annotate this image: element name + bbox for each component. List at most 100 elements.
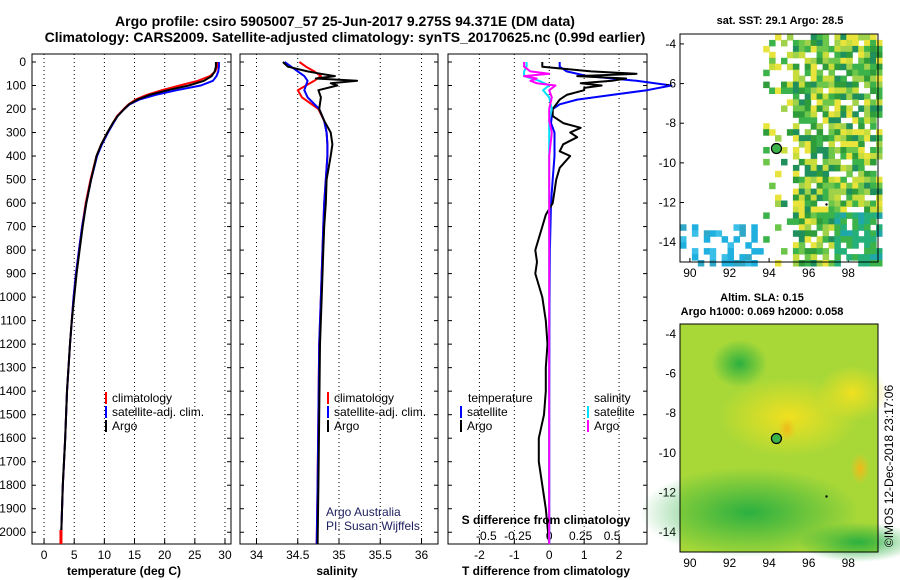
sst-cell [798, 158, 806, 166]
sst-cell [822, 153, 830, 160]
sst-cell [852, 176, 859, 184]
legend-t-argo: Argo [467, 419, 493, 433]
sst-cell [864, 260, 871, 267]
sst-cell [828, 194, 835, 202]
x-tick-label: 15 [128, 548, 142, 562]
sst-cell [828, 135, 835, 142]
sst-cell [804, 254, 812, 261]
credit-argo-australia: Argo Australia [326, 505, 401, 519]
x-tick-label: 34.5 [286, 548, 310, 562]
sst-cell [751, 230, 758, 237]
sst-cell [876, 51, 883, 59]
sst-cell [876, 57, 883, 65]
sst-cell [763, 69, 770, 77]
sst-cell [792, 81, 800, 89]
x-tick-label: 35.5 [369, 548, 393, 562]
sst-cell [870, 212, 877, 219]
series-climatology [296, 61, 329, 545]
sst-cell [840, 129, 847, 136]
map-y-tick-label: -10 [659, 156, 677, 170]
sst-cell [691, 254, 699, 261]
sst-cell [858, 260, 865, 267]
sst-cell [792, 194, 800, 202]
sst-cell [816, 188, 824, 196]
sst-cell [840, 206, 847, 213]
sst-cell [852, 99, 859, 106]
sst-cell [792, 176, 800, 184]
map-x-tick-label: 90 [683, 266, 697, 280]
sst-cell [858, 164, 865, 172]
s-diff-tick-label: -0.25 [504, 529, 532, 543]
sst-cell [858, 57, 865, 65]
sst-cell [816, 248, 824, 255]
map-y-tick-label: -4 [665, 37, 676, 51]
map-y-tick-label: -4 [665, 327, 676, 341]
x-tick-label: 0 [41, 548, 48, 562]
sst-cell [810, 242, 818, 249]
sst-cell [822, 218, 830, 225]
x-tick-label: 34 [250, 548, 264, 562]
sst-cell [852, 254, 859, 261]
x-tick-label: 20 [158, 548, 172, 562]
sst-cell [828, 117, 835, 124]
sst-cell [769, 63, 776, 71]
sst-cell [810, 230, 818, 237]
sst-cell [792, 248, 800, 255]
sst-cell [840, 200, 847, 207]
sst-cell [876, 69, 883, 77]
sst-cell [864, 111, 871, 118]
sst-cell [786, 99, 794, 106]
sst-cell [798, 224, 806, 231]
sst-cell [697, 260, 705, 267]
depth-tick-label: 1900 [0, 502, 26, 516]
series-argo [59, 62, 217, 545]
sst-cell [721, 254, 729, 261]
sst-cell [775, 135, 782, 142]
sst-cell [798, 248, 806, 255]
s-diff-tick-label: 0.5 [604, 529, 621, 543]
sst-cell [852, 135, 859, 142]
sst-cell [781, 81, 788, 89]
sst-cell [852, 188, 859, 196]
sst-cell [763, 158, 770, 166]
sst-cell [727, 254, 734, 261]
sst-cell [781, 105, 788, 112]
sst-cell [816, 81, 824, 89]
depth-tick-label: 1300 [0, 361, 26, 375]
sst-cell [792, 135, 800, 142]
sst-cell [727, 242, 734, 249]
sst-cell [828, 260, 835, 267]
depth-tick-label: 1000 [0, 290, 26, 304]
sst-cell [852, 141, 859, 148]
map-y-tick-label: -12 [659, 196, 677, 210]
sst-cell [864, 182, 871, 190]
sst-cell [828, 218, 835, 225]
sst-cell [703, 230, 711, 237]
sst-cell [810, 260, 818, 267]
sla-low-region [711, 339, 768, 388]
sst-cell [798, 117, 806, 124]
map-x-tick-label: 96 [802, 266, 816, 280]
series-s-argo [523, 62, 557, 544]
sst-cell [840, 45, 847, 53]
map-x-tick-label: 94 [762, 556, 776, 570]
sst-cell [852, 212, 859, 219]
sst-cell [792, 123, 800, 130]
legend-satellite: satellite-adj. clim. [112, 405, 204, 419]
sst-cell [703, 236, 711, 243]
sst-cell [858, 176, 865, 184]
sst-cell [822, 254, 830, 261]
sst-cell [810, 176, 818, 184]
sst-cell [804, 129, 812, 136]
series-t-argo [534, 62, 638, 545]
sst-cell [876, 129, 883, 136]
sst-cell [846, 230, 853, 237]
sst-cell [804, 212, 812, 219]
sst-cell [828, 188, 835, 196]
t-difference-axis-label: T difference from climatology [462, 564, 630, 578]
x-tick-label: 30 [218, 548, 232, 562]
sst-map-border [679, 33, 879, 263]
sst-cell [846, 111, 853, 118]
sst-cell [798, 200, 806, 207]
